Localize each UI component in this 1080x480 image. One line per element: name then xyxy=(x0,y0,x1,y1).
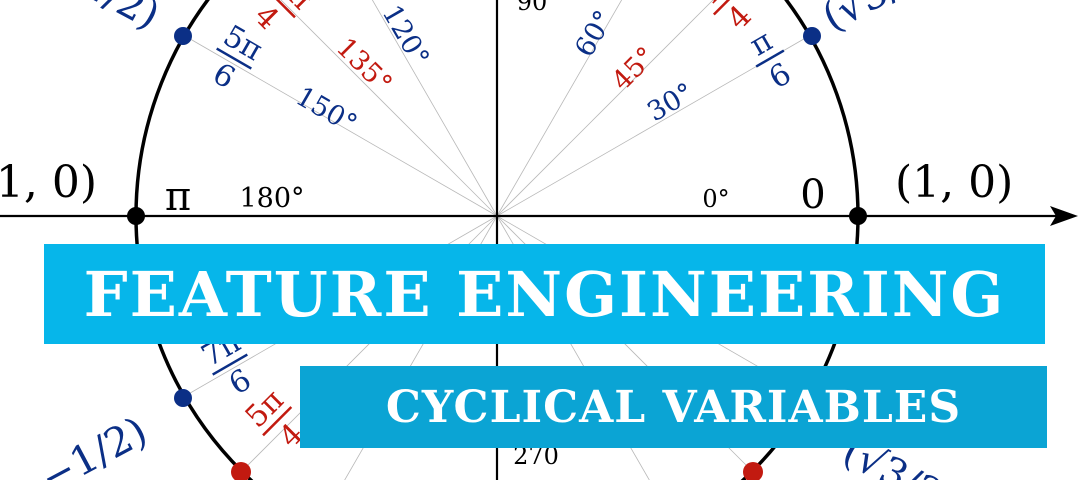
label-coordinate-left: (−1, 0) xyxy=(0,157,97,208)
ray-135 xyxy=(280,0,498,217)
label-180-degrees: 180° xyxy=(239,183,304,214)
label-45-degrees: 45° xyxy=(606,41,662,97)
label-coordinate-right: (1, 0) xyxy=(895,157,1013,208)
label-90-degrees: 90 xyxy=(517,0,548,16)
fraction-bar xyxy=(216,47,252,70)
fraction-bar xyxy=(212,353,248,376)
point-0 xyxy=(849,207,867,225)
fraction-bar xyxy=(262,406,293,437)
label-150-degrees: 150° xyxy=(290,81,362,140)
label-coordinate-top-right: (√3/2, 1/2) xyxy=(815,0,1023,41)
fraction-bar xyxy=(755,49,785,68)
point-30 xyxy=(803,27,821,45)
label-coordinate-top-left: (−√3/2, 1/2) xyxy=(0,0,167,39)
ray-60 xyxy=(496,0,623,217)
point-225 xyxy=(231,462,251,480)
fraction-denominator: 6 xyxy=(207,56,241,96)
x-axis-arrow-icon xyxy=(1050,206,1078,226)
banner-subtitle: CYCLICAL VARIABLES xyxy=(385,381,962,433)
label-coordinate-bottom-left: (−√3/2, −1/2) xyxy=(0,408,155,480)
banner-title: FEATURE ENGINEERING xyxy=(83,257,1006,331)
label-30-degrees: 30° xyxy=(642,77,699,128)
point-180 xyxy=(127,207,145,225)
fraction-bar xyxy=(712,0,738,16)
subtitle-banner: CYCLICAL VARIABLES xyxy=(300,366,1047,448)
label-radian-0: 0 xyxy=(800,172,825,218)
ray-45 xyxy=(496,0,714,217)
point-150 xyxy=(174,27,192,45)
ray-120 xyxy=(371,0,498,217)
title-banner: FEATURE ENGINEERING xyxy=(44,244,1045,344)
label-radian-pi: π xyxy=(165,174,191,220)
label-60-degrees: 60° xyxy=(569,5,620,62)
label-135-degrees: 135° xyxy=(330,32,398,100)
fraction-denominator: 6 xyxy=(763,56,797,96)
label-0-degrees: 0° xyxy=(702,185,729,213)
fraction-bar xyxy=(265,0,296,19)
fraction-numerator: π xyxy=(693,0,732,10)
point-210 xyxy=(174,389,192,407)
label-120-degrees: 120° xyxy=(376,0,435,72)
ray-150 xyxy=(184,35,498,217)
point-315 xyxy=(743,462,763,480)
